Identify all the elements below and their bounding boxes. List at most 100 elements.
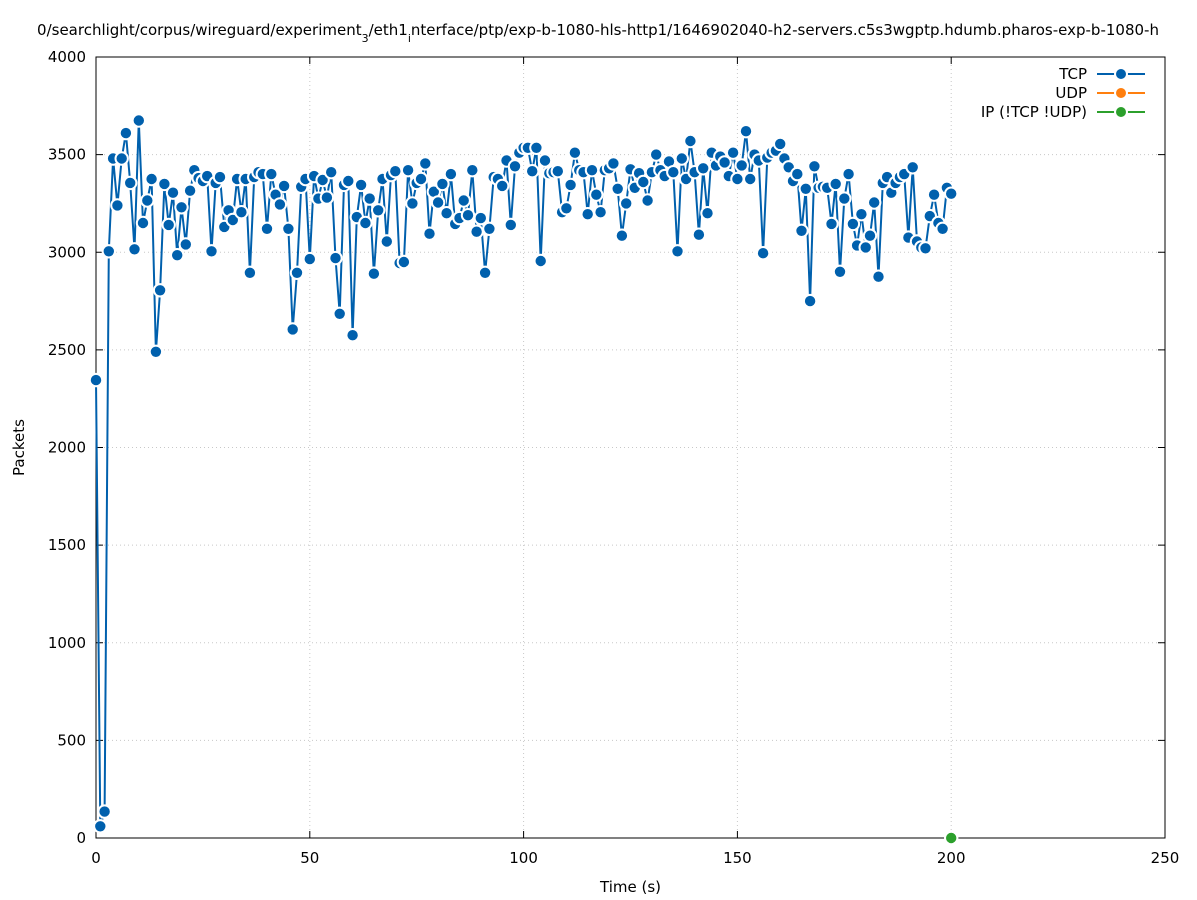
data-point: [503, 217, 518, 233]
data-point: [101, 244, 117, 259]
data-point: [584, 163, 600, 178]
data-point: [670, 244, 685, 259]
data-point: [460, 208, 476, 223]
data-point: [495, 178, 510, 194]
data-point: [717, 155, 732, 170]
data-point: [456, 193, 471, 208]
data-point: [636, 174, 651, 190]
data-point: [165, 185, 181, 200]
data-point: [674, 151, 689, 166]
data-point: [862, 228, 878, 243]
data-point: [730, 171, 745, 187]
data-point: [182, 183, 198, 198]
title-segment: /eth1: [369, 21, 408, 39]
x-tick-label: 250: [1151, 849, 1180, 867]
data-point: [144, 171, 159, 187]
data-point: [276, 178, 292, 194]
data-point: [140, 193, 155, 208]
y-tick-label: 3500: [48, 146, 86, 164]
data-point: [773, 136, 788, 152]
data-point: [371, 203, 386, 218]
chart-title: 0/searchlight/corpus/wireguard/experimen…: [37, 21, 1159, 45]
title-subscript: 3: [362, 32, 369, 45]
data-point: [152, 283, 168, 298]
data-point: [794, 223, 809, 239]
data-point: [272, 197, 288, 212]
legend-label: TCP: [1058, 65, 1087, 83]
data-point: [358, 215, 373, 231]
data-point: [353, 177, 369, 193]
data-point: [204, 244, 219, 259]
data-point: [871, 269, 886, 284]
data-point: [302, 251, 317, 267]
title-segment: 0/searchlight/corpus/wireguard/experimen…: [37, 21, 362, 39]
data-point: [807, 159, 822, 174]
data-point: [400, 163, 416, 178]
data-point: [324, 165, 339, 180]
data-point: [473, 210, 488, 226]
data-point: [131, 113, 147, 128]
data-point: [537, 153, 553, 168]
data-point: [118, 125, 134, 141]
series-2: [944, 830, 959, 846]
data-point: [477, 265, 493, 280]
data-point: [507, 159, 523, 174]
data-point: [533, 253, 548, 269]
y-tick-label: 4000: [48, 48, 86, 66]
data-point: [264, 166, 279, 182]
data-point: [379, 234, 394, 249]
data-point: [832, 264, 848, 279]
data-point: [362, 191, 377, 206]
y-tick-label: 2000: [48, 439, 86, 457]
data-point: [396, 254, 412, 270]
x-tick-label: 200: [937, 849, 966, 867]
data-point: [465, 163, 480, 178]
data-point: [944, 186, 959, 201]
legend-marker: [1114, 86, 1128, 100]
data-point: [867, 195, 882, 210]
data-point: [366, 266, 382, 281]
x-tick-label: 0: [91, 849, 101, 867]
data-point: [170, 248, 185, 263]
data-point: [405, 196, 420, 211]
y-tick-label: 0: [76, 829, 86, 847]
data-point: [567, 145, 583, 160]
data-point: [289, 265, 305, 280]
y-tick-label: 1000: [48, 634, 86, 652]
data-point: [212, 169, 228, 185]
data-point: [234, 205, 249, 220]
title-segment: nterface/ptp/exp-b-1080-hls-http1/164690…: [411, 21, 1159, 39]
data-point: [242, 265, 258, 280]
data-point: [525, 164, 540, 179]
data-point: [315, 172, 330, 188]
data-point: [738, 124, 754, 139]
data-point: [918, 241, 933, 256]
x-axis-label: Time (s): [599, 878, 661, 896]
x-tick-label: 100: [509, 849, 538, 867]
title-subscript: i: [408, 32, 411, 45]
legend-marker: [1114, 67, 1128, 81]
data-point: [422, 226, 437, 241]
data-point: [127, 242, 142, 257]
data-point: [285, 322, 300, 337]
data-point: [935, 221, 950, 237]
data-point: [790, 166, 805, 182]
data-point: [837, 191, 852, 206]
series-0: [88, 113, 959, 834]
data-point: [332, 306, 347, 321]
data-point: [93, 819, 108, 834]
data-point: [97, 804, 112, 819]
data-point: [174, 200, 189, 215]
data-point: [110, 198, 125, 213]
data-point: [905, 160, 920, 175]
data-point: [388, 164, 403, 179]
data-point: [281, 221, 296, 237]
data-point: [418, 156, 433, 171]
y-tick-label: 500: [57, 731, 86, 749]
data-point: [157, 176, 172, 192]
data-point: [755, 246, 771, 261]
data-point: [683, 133, 698, 149]
legend-marker: [1114, 105, 1128, 119]
data-point: [845, 216, 861, 232]
